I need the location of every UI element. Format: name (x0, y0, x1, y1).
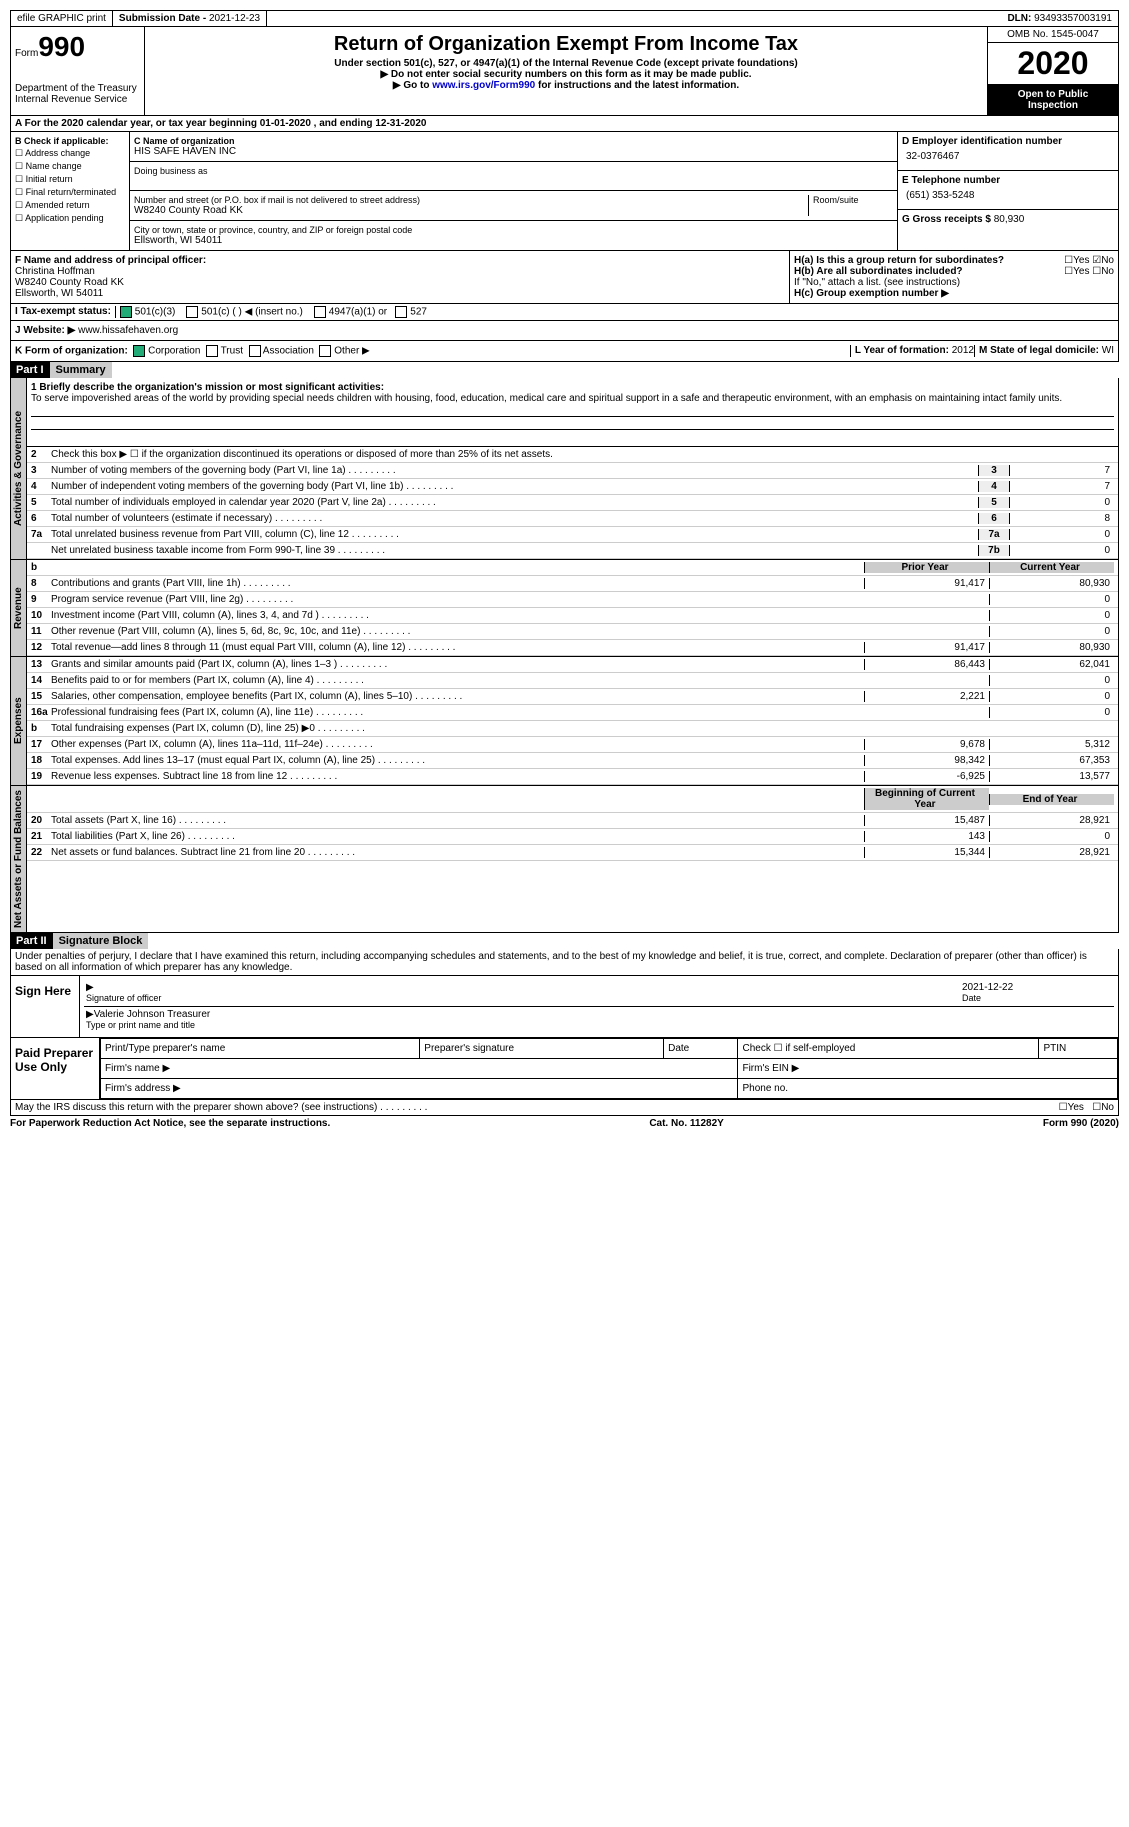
part2-header-row: Part IISignature Block (10, 933, 1119, 949)
paid-preparer: Paid Preparer Use Only Print/Type prepar… (10, 1038, 1119, 1100)
section-h: H(a) Is this a group return for subordin… (789, 251, 1118, 303)
part1-expenses: Expenses 13Grants and similar amounts pa… (10, 657, 1119, 786)
form-title: Return of Organization Exempt From Incom… (149, 33, 983, 56)
revenue-line: 12Total revenue—add lines 8 through 11 (… (27, 640, 1118, 656)
revenue-line: 8Contributions and grants (Part VIII, li… (27, 576, 1118, 592)
page-footer: For Paperwork Reduction Act Notice, see … (10, 1116, 1119, 1131)
header-center: Return of Organization Exempt From Incom… (145, 27, 987, 115)
form-header: Form990 Department of the Treasury Inter… (10, 27, 1119, 116)
top-bar: efile GRAPHIC print Submission Date - 20… (10, 10, 1119, 27)
section-f: F Name and address of principal officer:… (11, 251, 789, 303)
governance-line: 4Number of independent voting members of… (27, 479, 1118, 495)
governance-line: Net unrelated business taxable income fr… (27, 543, 1118, 559)
expense-line: 17Other expenses (Part IX, column (A), l… (27, 737, 1118, 753)
expense-line: bTotal fundraising expenses (Part IX, co… (27, 721, 1118, 737)
revenue-line: 10Investment income (Part VIII, column (… (27, 608, 1118, 624)
governance-line: 7aTotal unrelated business revenue from … (27, 527, 1118, 543)
section-dg: D Employer identification number 32-0376… (897, 132, 1118, 250)
sign-here: Sign Here ▶Signature of officer 2021-12-… (10, 976, 1119, 1038)
netasset-line: 20Total assets (Part X, line 16)15,48728… (27, 813, 1118, 829)
part1-netassets: Net Assets or Fund Balances Beginning of… (10, 786, 1119, 933)
governance-line: 5Total number of individuals employed in… (27, 495, 1118, 511)
efile-label: efile GRAPHIC print (11, 11, 113, 26)
revenue-line: 9Program service revenue (Part VIII, lin… (27, 592, 1118, 608)
section-c: C Name of organization HIS SAFE HAVEN IN… (130, 132, 897, 250)
governance-line: 6Total number of volunteers (estimate if… (27, 511, 1118, 527)
expense-line: 15Salaries, other compensation, employee… (27, 689, 1118, 705)
penalty-statement: Under penalties of perjury, I declare th… (10, 949, 1119, 976)
dln: DLN: 93493357003191 (1001, 11, 1118, 26)
website-row: J Website: ▶ www.hissafehaven.org (10, 321, 1119, 341)
tax-status-row: I Tax-exempt status: 501(c)(3) 501(c) ( … (10, 304, 1119, 321)
expense-line: 13Grants and similar amounts paid (Part … (27, 657, 1118, 673)
header-left: Form990 Department of the Treasury Inter… (11, 27, 145, 115)
discuss-row: May the IRS discuss this return with the… (10, 1100, 1119, 1116)
netasset-line: 21Total liabilities (Part X, line 26)143… (27, 829, 1118, 845)
expense-line: 19Revenue less expenses. Subtract line 1… (27, 769, 1118, 785)
expense-line: 14Benefits paid to or for members (Part … (27, 673, 1118, 689)
irs-link[interactable]: www.irs.gov/Form990 (432, 80, 535, 91)
part1-revenue: Revenue bPrior YearCurrent Year 8Contrib… (10, 560, 1119, 657)
org-form-row: K Form of organization: Corporation Trus… (10, 341, 1119, 362)
main-info: B Check if applicable: ☐ Address change … (10, 132, 1119, 251)
section-b: B Check if applicable: ☐ Address change … (11, 132, 130, 250)
governance-line: 3Number of voting members of the governi… (27, 463, 1118, 479)
fh-row: F Name and address of principal officer:… (10, 251, 1119, 304)
part1-header-row: Part ISummary (10, 362, 1119, 378)
row-a: A For the 2020 calendar year, or tax yea… (10, 116, 1119, 132)
netasset-line: 22Net assets or fund balances. Subtract … (27, 845, 1118, 861)
expense-line: 16aProfessional fundraising fees (Part I… (27, 705, 1118, 721)
submission-date: Submission Date - 2021-12-23 (113, 11, 267, 26)
header-right: OMB No. 1545-0047 2020 Open to Public In… (987, 27, 1118, 115)
revenue-line: 11Other revenue (Part VIII, column (A), … (27, 624, 1118, 640)
expense-line: 18Total expenses. Add lines 13–17 (must … (27, 753, 1118, 769)
part1-governance: Activities & Governance 1 Briefly descri… (10, 378, 1119, 560)
